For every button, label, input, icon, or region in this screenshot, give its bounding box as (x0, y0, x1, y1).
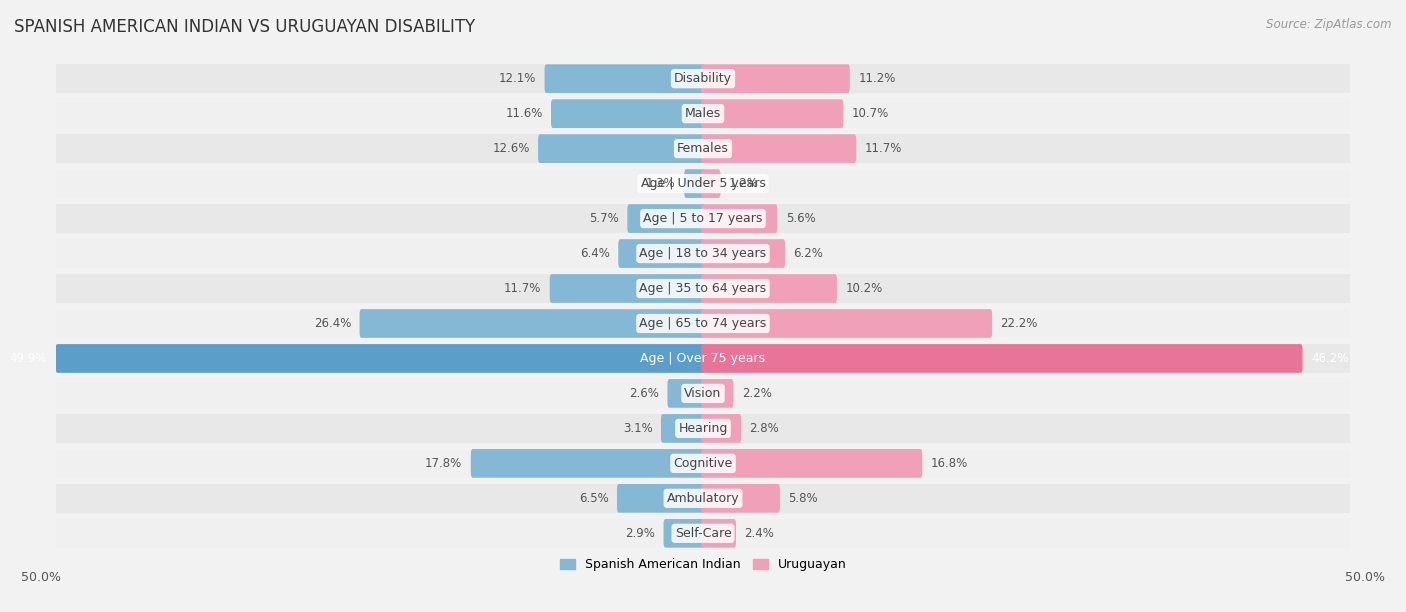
Text: 2.6%: 2.6% (628, 387, 659, 400)
Text: 17.8%: 17.8% (425, 457, 463, 470)
FancyBboxPatch shape (702, 99, 844, 128)
Text: 1.3%: 1.3% (647, 177, 676, 190)
Text: Source: ZipAtlas.com: Source: ZipAtlas.com (1267, 18, 1392, 31)
Text: 2.4%: 2.4% (744, 527, 775, 540)
FancyBboxPatch shape (56, 344, 704, 373)
Bar (56, 134, 1350, 163)
FancyBboxPatch shape (664, 519, 704, 548)
Bar (56, 309, 1350, 338)
FancyBboxPatch shape (702, 239, 785, 268)
FancyBboxPatch shape (551, 99, 704, 128)
Legend: Spanish American Indian, Uruguayan: Spanish American Indian, Uruguayan (554, 553, 852, 577)
FancyBboxPatch shape (702, 64, 849, 93)
Bar (56, 379, 1350, 408)
Text: 11.7%: 11.7% (865, 142, 903, 155)
Text: Vision: Vision (685, 387, 721, 400)
Text: 50.0%: 50.0% (1346, 572, 1385, 584)
Text: 6.5%: 6.5% (579, 492, 609, 505)
Text: 12.1%: 12.1% (499, 72, 536, 85)
Text: 6.2%: 6.2% (793, 247, 824, 260)
Text: Age | 18 to 34 years: Age | 18 to 34 years (640, 247, 766, 260)
Text: 10.2%: 10.2% (845, 282, 883, 295)
Text: 5.7%: 5.7% (589, 212, 619, 225)
FancyBboxPatch shape (617, 484, 704, 513)
FancyBboxPatch shape (702, 449, 922, 478)
FancyBboxPatch shape (619, 239, 704, 268)
Text: 3.1%: 3.1% (623, 422, 652, 435)
Text: Females: Females (678, 142, 728, 155)
FancyBboxPatch shape (661, 414, 704, 442)
FancyBboxPatch shape (702, 274, 837, 303)
Text: 2.9%: 2.9% (626, 527, 655, 540)
Text: Age | 35 to 64 years: Age | 35 to 64 years (640, 282, 766, 295)
Text: Age | Under 5 years: Age | Under 5 years (641, 177, 765, 190)
Bar (56, 344, 1350, 373)
Text: 6.4%: 6.4% (581, 247, 610, 260)
FancyBboxPatch shape (702, 204, 778, 233)
Text: 49.9%: 49.9% (10, 352, 48, 365)
Bar (56, 239, 1350, 268)
Text: 10.7%: 10.7% (852, 107, 889, 120)
FancyBboxPatch shape (702, 344, 1302, 373)
Text: Cognitive: Cognitive (673, 457, 733, 470)
Text: Males: Males (685, 107, 721, 120)
FancyBboxPatch shape (702, 519, 735, 548)
Bar (56, 64, 1350, 93)
Text: 11.7%: 11.7% (503, 282, 541, 295)
FancyBboxPatch shape (702, 170, 720, 198)
Text: Disability: Disability (673, 72, 733, 85)
Text: SPANISH AMERICAN INDIAN VS URUGUAYAN DISABILITY: SPANISH AMERICAN INDIAN VS URUGUAYAN DIS… (14, 18, 475, 36)
FancyBboxPatch shape (702, 484, 780, 513)
Text: 26.4%: 26.4% (314, 317, 352, 330)
Bar (56, 99, 1350, 128)
Text: Self-Care: Self-Care (675, 527, 731, 540)
Text: 50.0%: 50.0% (21, 572, 60, 584)
Text: 11.2%: 11.2% (858, 72, 896, 85)
Text: Age | 5 to 17 years: Age | 5 to 17 years (644, 212, 762, 225)
Text: Hearing: Hearing (678, 422, 728, 435)
Text: Age | 65 to 74 years: Age | 65 to 74 years (640, 317, 766, 330)
FancyBboxPatch shape (702, 414, 741, 442)
Text: 12.6%: 12.6% (492, 142, 530, 155)
Text: 1.2%: 1.2% (728, 177, 759, 190)
Bar (56, 519, 1350, 548)
FancyBboxPatch shape (471, 449, 704, 478)
Text: 2.2%: 2.2% (742, 387, 772, 400)
FancyBboxPatch shape (702, 379, 734, 408)
Bar (56, 484, 1350, 513)
Bar (56, 170, 1350, 198)
FancyBboxPatch shape (668, 379, 704, 408)
FancyBboxPatch shape (538, 134, 704, 163)
Text: 11.6%: 11.6% (505, 107, 543, 120)
FancyBboxPatch shape (627, 204, 704, 233)
Text: Age | Over 75 years: Age | Over 75 years (641, 352, 765, 365)
Text: 46.2%: 46.2% (1310, 352, 1348, 365)
Bar (56, 414, 1350, 442)
Bar (56, 449, 1350, 478)
FancyBboxPatch shape (685, 170, 704, 198)
FancyBboxPatch shape (544, 64, 704, 93)
FancyBboxPatch shape (550, 274, 704, 303)
Text: 16.8%: 16.8% (931, 457, 967, 470)
Text: 22.2%: 22.2% (1001, 317, 1038, 330)
Text: 2.8%: 2.8% (749, 422, 779, 435)
FancyBboxPatch shape (702, 309, 993, 338)
FancyBboxPatch shape (360, 309, 704, 338)
Text: 5.6%: 5.6% (786, 212, 815, 225)
Bar (56, 204, 1350, 233)
Text: 5.8%: 5.8% (789, 492, 818, 505)
Text: Ambulatory: Ambulatory (666, 492, 740, 505)
Bar (56, 274, 1350, 303)
FancyBboxPatch shape (702, 134, 856, 163)
